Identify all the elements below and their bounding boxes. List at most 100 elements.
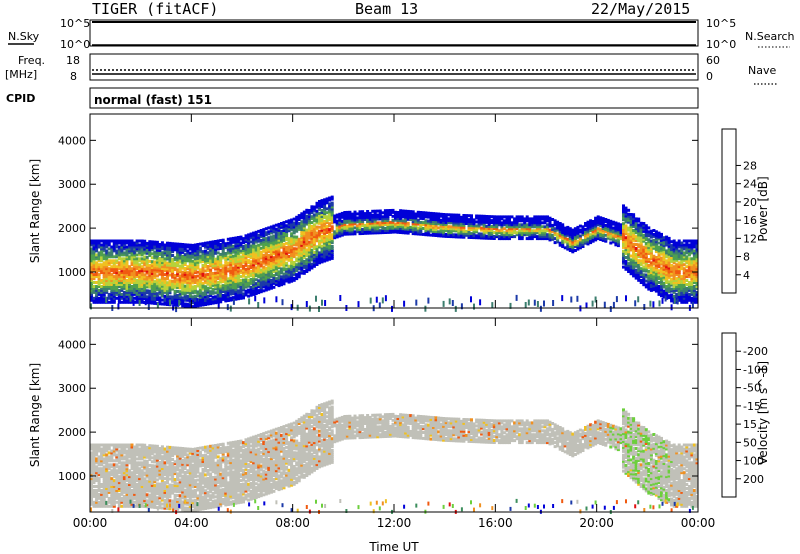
- power-cell: [627, 252, 631, 256]
- power-cell: [148, 244, 152, 248]
- power-cell: [198, 295, 202, 299]
- power-cell: [437, 220, 441, 224]
- power-cell: [654, 232, 658, 236]
- power-cell: [690, 263, 694, 267]
- power-cell: [323, 216, 327, 219]
- power-cell: [97, 292, 101, 296]
- power-cell: [153, 246, 157, 250]
- velocity-cell: [95, 465, 99, 469]
- power-cell: [259, 286, 263, 290]
- power-cell: [404, 223, 408, 227]
- power-cell: [682, 247, 686, 251]
- power-cell: [677, 286, 681, 290]
- power-cell: [624, 261, 628, 265]
- power-cell: [695, 273, 699, 277]
- power-cell: [285, 238, 289, 241]
- power-cell: [277, 256, 281, 260]
- power-cell: [330, 256, 334, 260]
- power-cell: [687, 243, 691, 247]
- power-cell: [231, 280, 235, 284]
- power-cell: [381, 223, 385, 227]
- power-cell: [320, 250, 324, 254]
- power-cell: [285, 245, 289, 249]
- power-cell: [138, 253, 142, 257]
- power-cell: [310, 207, 314, 211]
- power-cell: [680, 241, 684, 245]
- power-cell: [163, 273, 167, 277]
- power-cell: [660, 266, 663, 270]
- power-cell: [280, 251, 283, 255]
- power-cell: [692, 300, 696, 304]
- power-cell: [328, 234, 332, 237]
- power-cell: [378, 231, 382, 235]
- power-cell: [140, 247, 144, 251]
- power-cell: [254, 252, 258, 256]
- power-cell: [467, 232, 471, 235]
- power-cell: [166, 293, 169, 297]
- power-cell: [120, 251, 124, 255]
- power-cell: [518, 215, 522, 219]
- power-cell: [315, 203, 319, 207]
- power-cell: [462, 231, 466, 235]
- power-cell: [282, 266, 286, 270]
- power-cell: [297, 222, 301, 225]
- nsky-tick-high: 10^5: [60, 17, 90, 30]
- power-cell: [667, 294, 671, 298]
- power-cell: [682, 286, 686, 290]
- power-cell: [553, 241, 557, 245]
- power-cell: [616, 232, 620, 236]
- power-cell: [660, 274, 663, 278]
- power-cell: [97, 259, 101, 263]
- power-cell: [561, 235, 565, 239]
- power-cell: [543, 237, 547, 241]
- power-cell: [546, 219, 549, 223]
- velocity-cell: [95, 477, 99, 481]
- power-cell: [153, 292, 157, 295]
- power-cell: [680, 259, 684, 263]
- power-cell: [176, 242, 180, 246]
- power-cell: [685, 292, 689, 296]
- power-cell: [259, 242, 263, 246]
- power-cell: [594, 238, 598, 242]
- power-cell: [115, 265, 119, 269]
- power-cell: [173, 281, 177, 285]
- power-cell: [381, 221, 385, 225]
- power-cell: [224, 287, 228, 291]
- power-cell: [148, 301, 152, 305]
- power-cell: [135, 281, 139, 284]
- power-cell: [381, 217, 385, 221]
- power-cell: [274, 237, 278, 241]
- power-cell: [135, 257, 139, 261]
- power-noise-cell: [324, 300, 327, 306]
- power-cell: [90, 261, 93, 265]
- power-cell: [242, 296, 245, 300]
- power-cell: [115, 285, 119, 288]
- velocity-cell: [92, 490, 96, 494]
- power-cell: [221, 278, 225, 282]
- power-cell: [472, 236, 476, 240]
- power-cell: [414, 226, 418, 230]
- power-cell: [616, 240, 620, 244]
- power-cell: [155, 268, 159, 272]
- power-cell: [500, 227, 504, 231]
- power-cell: [406, 225, 410, 229]
- power-cell: [426, 227, 430, 231]
- power-cell: [204, 273, 207, 277]
- power-cell: [581, 233, 585, 237]
- power-cell: [654, 240, 658, 244]
- power-cell: [138, 277, 142, 281]
- power-cell: [520, 217, 524, 221]
- power-cell: [538, 229, 542, 233]
- power-cell: [622, 216, 625, 220]
- power-cell: [209, 278, 213, 282]
- power-cell: [320, 199, 324, 203]
- power-cell: [122, 251, 126, 255]
- power-cell: [528, 231, 532, 235]
- power-cell: [211, 277, 215, 281]
- velocity-cell: [100, 494, 104, 498]
- power-cell: [315, 205, 319, 209]
- power-cell: [138, 269, 142, 273]
- power-cell: [153, 252, 157, 256]
- power-cell: [642, 235, 646, 239]
- power-cell: [242, 264, 245, 268]
